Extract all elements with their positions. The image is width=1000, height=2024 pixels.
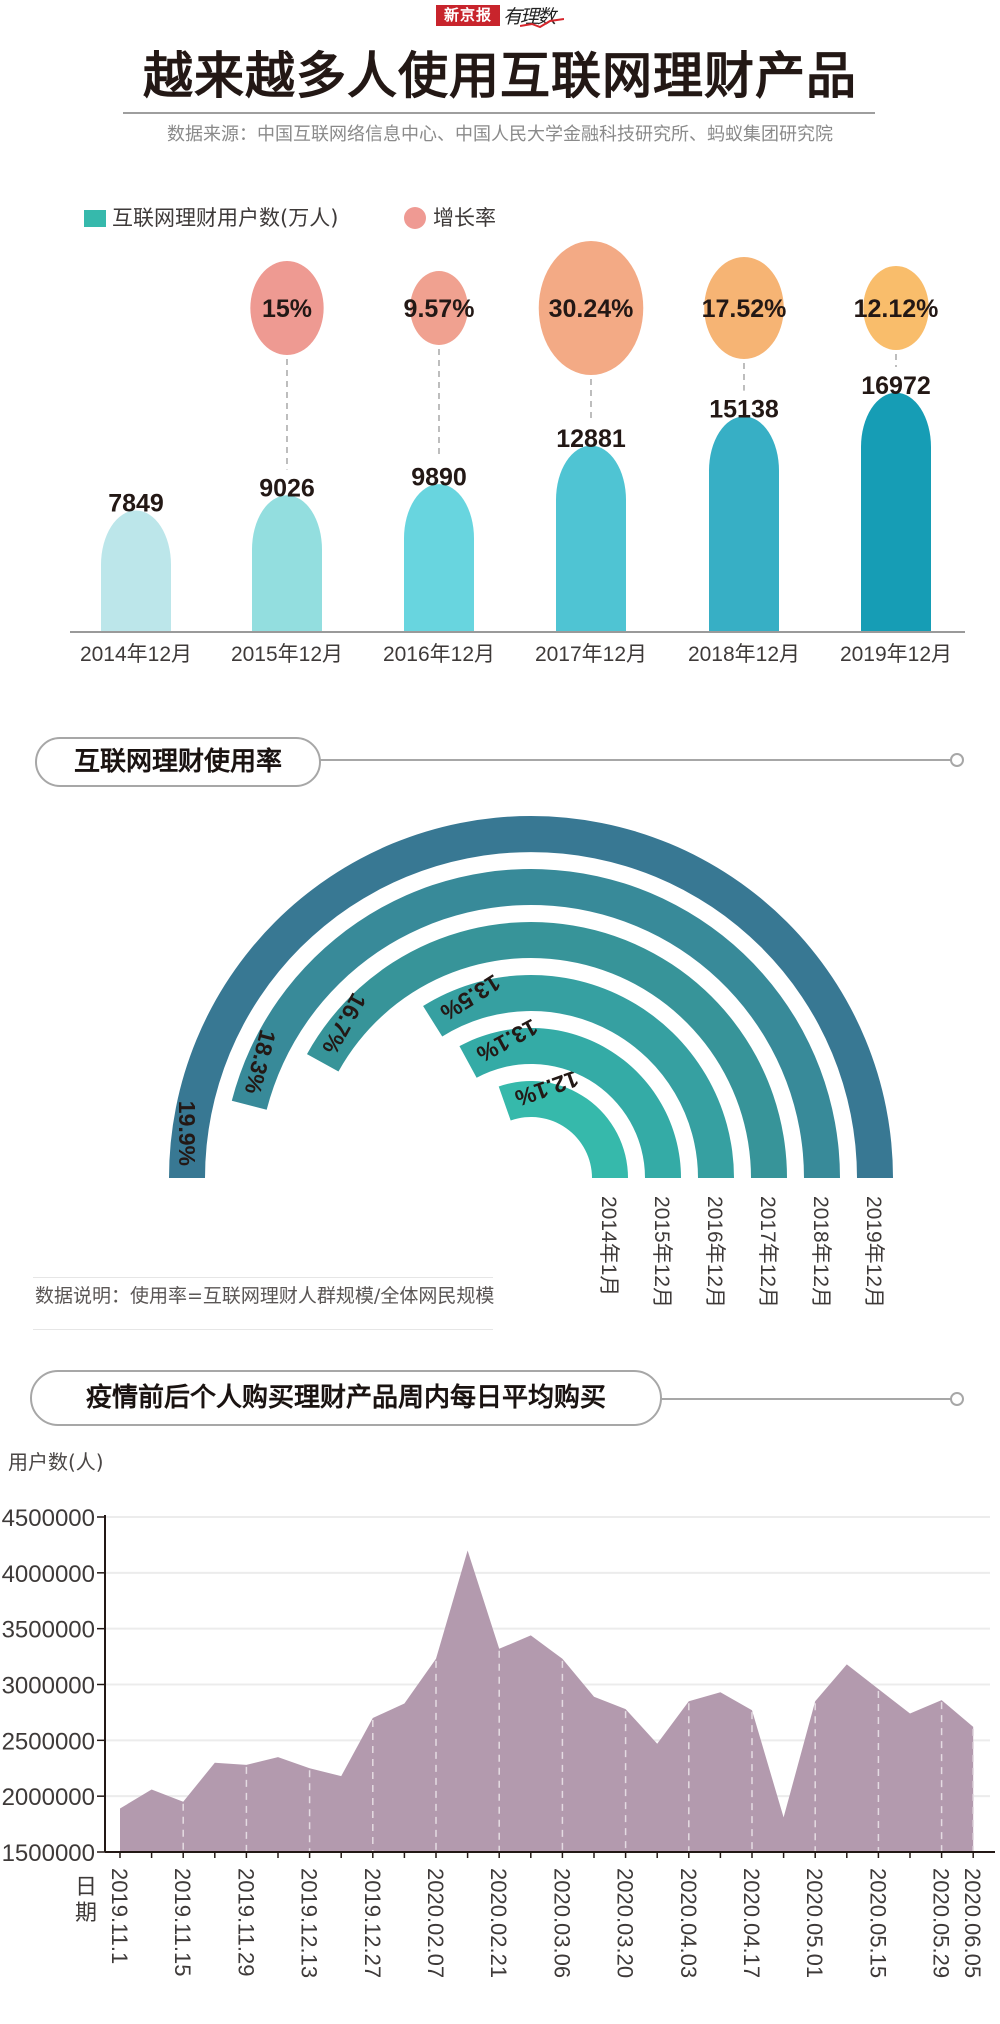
x-tick-label: 2020.05.29 xyxy=(929,1868,954,1978)
growth-bubble xyxy=(704,257,784,359)
legend-users-label: 互联网理财用户数(万人) xyxy=(112,206,339,230)
usage-year-label: 2019年12月 xyxy=(862,1196,885,1308)
usage-rate-arc-chart: 12.1%2014年1月13.1%2015年12月13.5%2016年12月16… xyxy=(169,816,893,1308)
growth-bubble xyxy=(250,261,324,355)
x-tick-label: 2020.02.21 xyxy=(486,1868,511,1978)
bar-value-label: 9890 xyxy=(411,463,467,491)
x-tick-label: 2020.04.03 xyxy=(676,1868,701,1978)
legend-growth-swatch xyxy=(404,207,426,229)
youlishu-logo: 有理数 xyxy=(503,6,556,28)
purchase-section-line xyxy=(650,1398,952,1400)
y-tick-label: 2500000 xyxy=(2,1728,95,1755)
usage-note: 数据说明：使用率=互联网理财人群规模/全体网民规模 xyxy=(35,1285,495,1307)
bar-value-label: 16972 xyxy=(861,372,931,400)
purchase-section-title: 疫情前后个人购买理财产品周内每日平均购买 xyxy=(30,1370,662,1426)
bar: 12881 2017年12月 30.24% xyxy=(535,241,647,666)
growth-bubble xyxy=(538,241,644,375)
users-bar-chart: 78492014年12月90262015年12月15%98902016年12月9… xyxy=(70,241,965,666)
purchase-y-axis-title: 用户数(人) xyxy=(8,1450,104,1474)
y-tick-label: 3500000 xyxy=(2,1617,95,1644)
usage-section-end-icon xyxy=(950,753,964,767)
bar-value-label: 12881 xyxy=(556,425,626,453)
bar: 15138 2018年12月 17.52% xyxy=(688,257,800,666)
x-tick-label: 2020.06.05 xyxy=(960,1868,985,1978)
x-tick-label: 2020.05.15 xyxy=(865,1868,890,1978)
x-tick-label: 2015年12月 xyxy=(231,643,343,666)
x-tick-label: 2020.03.20 xyxy=(613,1868,638,1978)
x-tick-label: 2017年12月 xyxy=(535,643,647,666)
y-tick-label: 4500000 xyxy=(2,1505,95,1532)
bar: 16972 2019年12月 12.12% xyxy=(840,266,952,666)
y-tick-label: 1500000 xyxy=(2,1840,95,1867)
usage-rate-label: 19.9% xyxy=(174,1101,200,1166)
y-tick-label: 2000000 xyxy=(2,1784,95,1811)
note-top-rule xyxy=(33,1277,493,1278)
usage-section-line xyxy=(300,759,952,761)
bar: 9026 2015年12月 15% xyxy=(231,261,343,666)
title-divider xyxy=(123,112,875,114)
x-tick-label: 2020.04.17 xyxy=(739,1868,764,1978)
purchase-section-end-icon xyxy=(950,1392,964,1406)
usage-arc: 12.1%2014年1月 xyxy=(498,1066,628,1296)
purchase-area-chart: 4500000 4000000 3500000 3000000 2500000 20000… xyxy=(2,1505,995,1978)
usage-year-label: 2017年12月 xyxy=(756,1196,779,1308)
logo-swoosh-icon xyxy=(520,18,564,28)
x-tick-label: 2020.03.06 xyxy=(549,1868,574,1978)
x-tick-label: 2019.11.15 xyxy=(170,1868,195,1976)
x-tick-label: 2018年12月 xyxy=(688,643,800,666)
x-tick-label: 2019.12.13 xyxy=(297,1868,322,1978)
x-tick-label: 2020.02.07 xyxy=(423,1868,448,1978)
growth-rate-label: 9.57% xyxy=(404,295,475,323)
bar-value-label: 15138 xyxy=(709,396,779,424)
data-source: 数据来源：中国互联网络信息中心、中国人民大学金融科技研究所、蚂蚁集团研究院 xyxy=(167,124,833,145)
bar-value-label: 7849 xyxy=(108,490,164,518)
legend-users-swatch xyxy=(84,210,106,227)
growth-rate-label: 30.24% xyxy=(549,295,634,323)
usage-year-label: 2018年12月 xyxy=(809,1196,832,1308)
x-axis-title: 日 xyxy=(75,1874,97,1899)
x-axis-title: 期 xyxy=(75,1900,97,1925)
growth-bubble xyxy=(410,271,468,345)
legend-growth-label: 增长率 xyxy=(433,206,496,230)
usage-year-label: 2015年12月 xyxy=(650,1196,673,1308)
usage-year-label: 2014年1月 xyxy=(597,1196,620,1296)
area-series xyxy=(120,1550,974,1852)
bar-value-label: 9026 xyxy=(259,475,315,503)
x-tick-label: 2019.11.1 xyxy=(107,1868,132,1964)
growth-rate-label: 17.52% xyxy=(702,295,787,323)
usage-arc: 19.9% 2019年12月 xyxy=(169,816,893,1308)
growth-bubble xyxy=(863,266,929,350)
xinjingbao-logo: 新京报 xyxy=(436,5,500,26)
y-tick-label: 4000000 xyxy=(2,1561,95,1588)
x-tick-label: 2019年12月 xyxy=(840,643,952,666)
growth-rate-label: 15% xyxy=(262,295,312,323)
x-tick-label: 2014年12月 xyxy=(80,643,192,666)
usage-year-label: 2016年12月 xyxy=(703,1196,726,1308)
bar: 7849 2014年12月 xyxy=(80,490,192,666)
growth-rate-label: 12.12% xyxy=(854,295,939,323)
x-tick-label: 2019.11.29 xyxy=(233,1868,258,1976)
bar: 9890 2016年12月 9.57% xyxy=(383,271,495,666)
usage-section-title: 互联网理财使用率 xyxy=(35,737,321,787)
y-tick-label: 3000000 xyxy=(2,1673,95,1700)
note-bottom-rule xyxy=(33,1329,493,1330)
x-tick-label: 2019.12.27 xyxy=(360,1868,385,1978)
x-tick-label: 2016年12月 xyxy=(383,643,495,666)
page-title: 越来越多人使用互联网理财产品 xyxy=(143,47,857,105)
x-tick-label: 2020.05.01 xyxy=(802,1868,827,1978)
